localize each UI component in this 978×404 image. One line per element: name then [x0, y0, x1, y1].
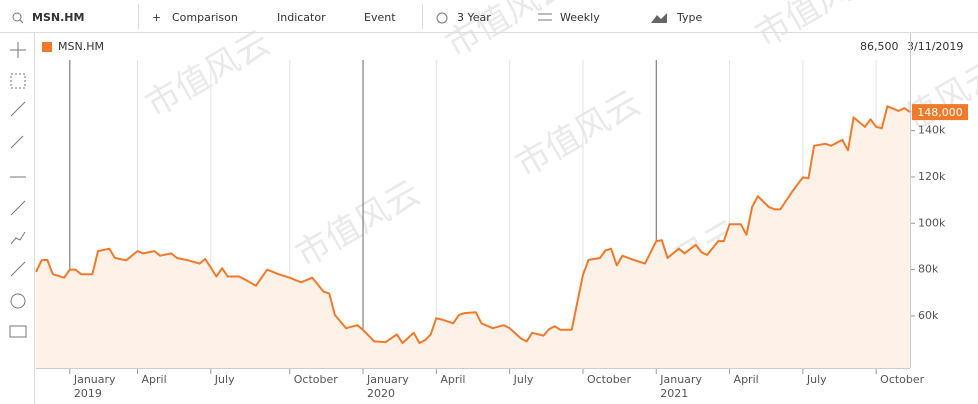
x-tick-year: 2020 [367, 387, 395, 400]
info-value: 86,500 [860, 40, 899, 53]
clock-icon [436, 12, 448, 24]
price-line [35, 105, 911, 344]
x-tick-label: April [440, 373, 465, 386]
type-button[interactable]: Type [676, 11, 702, 24]
y-tick-label: 140k [918, 124, 946, 137]
range-button[interactable]: 3 Year [457, 11, 491, 24]
x-tick-label: July [513, 373, 534, 386]
info-date: 3/11/2019 [907, 40, 963, 53]
x-tick-year: 2019 [74, 387, 102, 400]
x-tick-label: April [734, 373, 759, 386]
last-price-tag [912, 104, 968, 121]
x-tick-label: October [880, 373, 924, 386]
percent-tool[interactable] [10, 135, 24, 149]
ray-tool[interactable] [10, 200, 26, 216]
x-tick-label: October [587, 373, 631, 386]
comparison-button[interactable]: Comparison [172, 11, 238, 24]
crosshair-tool[interactable] [10, 42, 26, 58]
type-icon [651, 13, 667, 23]
interval-button[interactable]: Weekly [560, 11, 600, 24]
path-tool[interactable] [10, 231, 26, 245]
symbol-input[interactable]: MSN.HM [32, 11, 84, 24]
y-tick-label: 100k [918, 216, 946, 229]
drawing-tools [9, 42, 27, 338]
legend-label: MSN.HM [58, 40, 104, 53]
x-tick-year: 2021 [660, 387, 688, 400]
circle-tool[interactable] [10, 293, 26, 309]
line-tool[interactable] [10, 101, 26, 117]
indicator-button[interactable]: Indicator [277, 11, 326, 24]
x-tick-label: July [806, 373, 827, 386]
x-tick-label: April [141, 373, 166, 386]
x-tick-label: January [659, 373, 702, 386]
y-tick-label: 60k [918, 309, 939, 322]
legend-swatch [42, 42, 52, 52]
y-tick-label: 120k [918, 170, 946, 183]
x-tick-label: July [214, 373, 235, 386]
y-tick-label: 80k [918, 263, 939, 276]
x-tick-label: January [73, 373, 116, 386]
arrow-tool[interactable] [10, 261, 26, 277]
plus-icon: + [152, 11, 161, 24]
event-button[interactable]: Event [364, 11, 396, 24]
search-icon-handle [19, 19, 24, 24]
area [36, 106, 910, 369]
rect-tool[interactable] [9, 325, 27, 338]
search-icon[interactable] [12, 12, 22, 22]
x-tick-label: October [294, 373, 338, 386]
text-tool[interactable] [10, 73, 26, 89]
x-tick-label: January [366, 373, 409, 386]
last-price-label: 148,000 [917, 106, 963, 119]
